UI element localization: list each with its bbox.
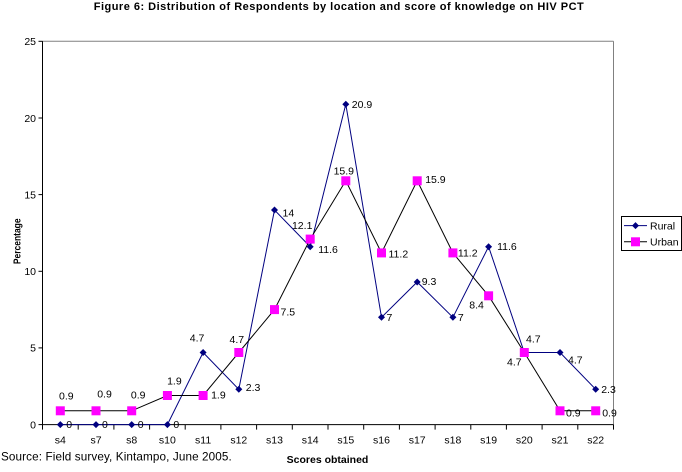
- svg-text:s15: s15: [337, 435, 354, 447]
- svg-text:0.9: 0.9: [97, 389, 112, 401]
- svg-text:s11: s11: [195, 435, 211, 447]
- svg-text:25: 25: [24, 36, 36, 48]
- svg-text:0: 0: [138, 419, 144, 431]
- svg-text:1.9: 1.9: [211, 389, 226, 401]
- svg-text:2.3: 2.3: [246, 382, 261, 394]
- svg-text:0: 0: [102, 419, 108, 431]
- svg-text:8.4: 8.4: [469, 300, 484, 312]
- svg-text:0: 0: [173, 419, 179, 431]
- svg-text:s21: s21: [552, 435, 569, 447]
- svg-text:1.9: 1.9: [167, 375, 182, 387]
- svg-text:9.3: 9.3: [422, 276, 437, 288]
- svg-text:4.7: 4.7: [229, 334, 244, 346]
- svg-text:14: 14: [283, 207, 295, 219]
- svg-text:0.9: 0.9: [131, 390, 146, 402]
- svg-text:s16: s16: [373, 435, 390, 447]
- svg-text:0.9: 0.9: [602, 408, 617, 420]
- svg-text:4.7: 4.7: [190, 332, 205, 344]
- svg-text:Scores obtained: Scores obtained: [287, 454, 369, 466]
- svg-text:s17: s17: [409, 435, 426, 447]
- svg-text:4.7: 4.7: [568, 354, 583, 366]
- svg-text:11.6: 11.6: [318, 244, 338, 256]
- svg-text:Urban: Urban: [650, 237, 679, 249]
- svg-text:11.6: 11.6: [497, 241, 517, 253]
- svg-text:s4: s4: [55, 435, 66, 447]
- svg-text:12.1: 12.1: [292, 220, 313, 232]
- svg-text:4.7: 4.7: [507, 356, 522, 368]
- svg-text:s8: s8: [126, 435, 137, 447]
- svg-text:s10: s10: [159, 435, 176, 447]
- svg-text:0: 0: [66, 419, 72, 431]
- svg-text:s18: s18: [444, 435, 461, 447]
- svg-text:10: 10: [24, 266, 36, 278]
- svg-text:s20: s20: [516, 435, 533, 447]
- svg-text:Percentage: Percentage: [12, 218, 23, 264]
- svg-text:0.9: 0.9: [566, 407, 581, 419]
- svg-text:Source: Field survey, Kintampo: Source: Field survey, Kintampo, June 200…: [1, 451, 232, 464]
- svg-text:15.9: 15.9: [334, 166, 355, 178]
- svg-text:7: 7: [458, 312, 464, 324]
- svg-text:11.2: 11.2: [458, 248, 478, 260]
- svg-text:0.9: 0.9: [59, 391, 74, 403]
- svg-text:20.9: 20.9: [352, 99, 373, 111]
- svg-text:s12: s12: [230, 435, 247, 447]
- svg-text:s19: s19: [480, 435, 497, 447]
- svg-text:7.5: 7.5: [281, 306, 296, 318]
- svg-text:7: 7: [387, 312, 393, 324]
- svg-text:20: 20: [24, 113, 36, 125]
- svg-text:Rural: Rural: [650, 220, 675, 232]
- svg-text:s14: s14: [302, 435, 319, 447]
- svg-text:0: 0: [30, 419, 36, 431]
- svg-text:4.7: 4.7: [526, 333, 541, 345]
- svg-text:Figure 6: Distribution of Resp: Figure 6: Distribution of Respondents by…: [94, 1, 584, 13]
- svg-text:2.3: 2.3: [601, 384, 616, 396]
- svg-text:5: 5: [30, 343, 36, 355]
- svg-text:11.2: 11.2: [389, 249, 409, 261]
- svg-text:15: 15: [24, 189, 36, 201]
- svg-text:s22: s22: [587, 435, 604, 447]
- svg-text:s7: s7: [90, 435, 101, 447]
- svg-text:15.9: 15.9: [425, 174, 446, 186]
- svg-text:s13: s13: [266, 435, 283, 447]
